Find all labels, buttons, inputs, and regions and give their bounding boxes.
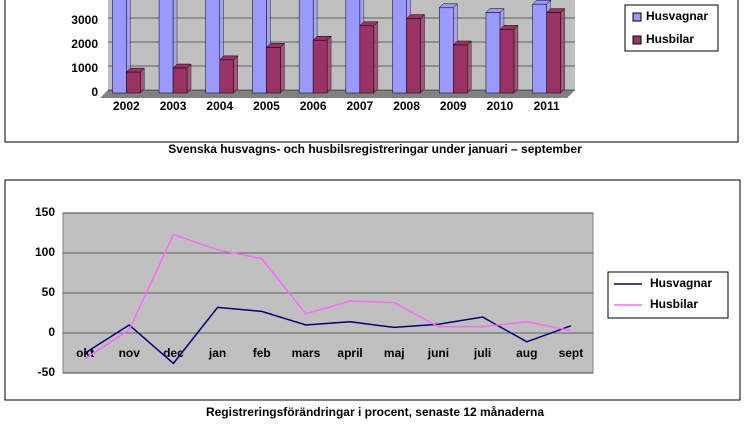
y-tick-label: 0: [48, 325, 55, 339]
legend-label: Husvagnar: [646, 9, 708, 23]
legend-swatch: [632, 12, 642, 22]
x-tick-label: 2009: [440, 99, 467, 113]
bar-face: [359, 25, 375, 94]
y-tick-label: 150: [35, 205, 55, 219]
caption: Registreringsförändringar i procent, sen…: [206, 405, 544, 419]
y-tick-label: 4000: [71, 0, 98, 3]
bar-face: [312, 39, 328, 94]
bar: [172, 63, 192, 94]
y-tick-label: 2000: [71, 37, 98, 51]
y-tick-label: 50: [42, 285, 56, 299]
bar-face: [280, 42, 285, 94]
bar: [452, 40, 472, 94]
x-tick-label: 2006: [300, 99, 327, 113]
legend-label: Husbilar: [646, 32, 694, 46]
x-tick-label: juni: [427, 346, 449, 360]
bar-face: [532, 3, 547, 94]
bar-face: [406, 18, 421, 94]
bar-face: [233, 55, 238, 94]
bar: [125, 67, 145, 94]
bar: [312, 35, 332, 94]
bar-face: [439, 7, 454, 94]
bar-face: [172, 67, 188, 94]
series-line: [84, 306, 572, 365]
y-tick-label: 3000: [71, 13, 98, 27]
bar-face: [485, 12, 501, 94]
bar-face: [345, 0, 361, 94]
bar-face: [126, 71, 141, 94]
y-tick-label: 0: [91, 85, 98, 99]
bar-face: [186, 63, 192, 94]
bar-face: [219, 59, 234, 94]
bar: [265, 42, 286, 94]
bar-face: [266, 47, 281, 94]
x-tick-label: mars: [292, 346, 321, 360]
bar-face: [467, 40, 472, 94]
caption: Svenska husvagns- och husbilsregistrerin…: [168, 142, 582, 156]
x-tick-label: juli: [473, 346, 491, 360]
legend-swatch: [632, 35, 642, 45]
x-tick-label: 2011: [534, 99, 560, 113]
y-tick-label: 1000: [71, 61, 98, 75]
bar: [112, 0, 131, 94]
bar-face: [252, 0, 267, 94]
x-tick-label: jan: [208, 346, 226, 360]
x-tick-label: 2002: [113, 99, 140, 113]
legend-label: Husbilar: [650, 297, 698, 311]
bar-face: [326, 35, 332, 94]
x-tick-label: 2007: [346, 99, 373, 113]
bar-face: [499, 29, 515, 94]
bar-face: [158, 0, 174, 94]
x-tick-label: aug: [516, 346, 537, 360]
x-tick-label: feb: [253, 346, 271, 360]
x-tick-label: 2003: [160, 99, 187, 113]
x-tick-label: maj: [384, 346, 405, 360]
x-tick-label: sept: [559, 346, 584, 360]
bar-face: [513, 24, 519, 94]
y-tick-label: -50: [38, 365, 56, 379]
bar-face: [298, 0, 314, 94]
bar-face: [560, 7, 565, 94]
y-tick-label: 100: [35, 245, 55, 259]
bar-face: [546, 12, 561, 94]
bar: [219, 55, 239, 94]
x-tick-label: april: [337, 346, 362, 360]
bar-face: [420, 13, 425, 94]
bar-face: [373, 21, 379, 94]
series-line: [84, 233, 572, 360]
legend: [607, 271, 729, 319]
x-tick-label: 2010: [487, 99, 514, 113]
x-tick-label: nov: [119, 346, 141, 360]
bar: [499, 24, 519, 94]
legend-label: Husvagnar: [650, 276, 712, 290]
bar-face: [205, 0, 220, 94]
bar-face: [112, 0, 127, 94]
x-tick-label: 2005: [253, 99, 280, 113]
bar: [405, 13, 426, 94]
bar: [359, 21, 379, 94]
bar-face: [392, 0, 407, 94]
x-tick-label: 2004: [206, 99, 233, 113]
x-tick-label: 2008: [393, 99, 420, 113]
bar: [158, 0, 178, 94]
bar-face: [453, 44, 468, 94]
bar: [546, 7, 566, 94]
